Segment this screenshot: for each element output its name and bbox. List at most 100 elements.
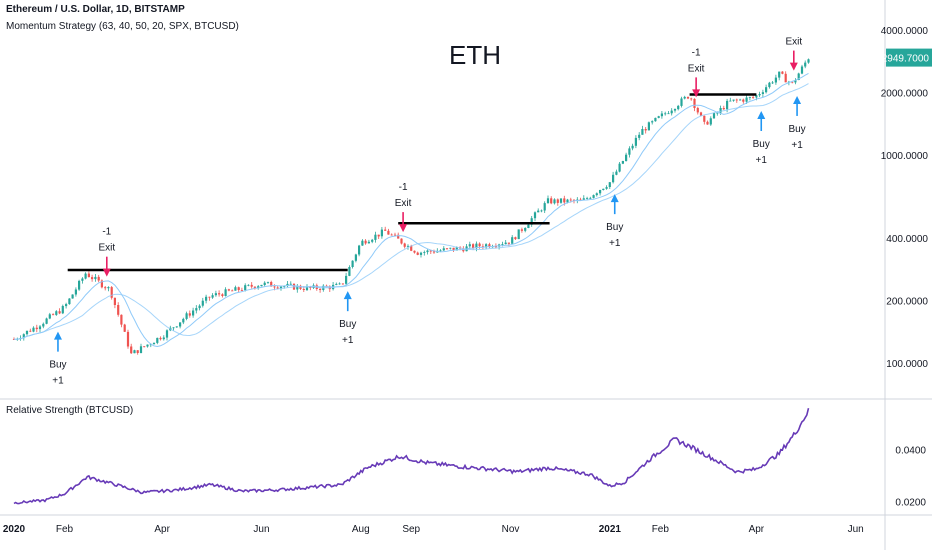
candle-body <box>485 244 488 248</box>
candle-body <box>449 247 452 249</box>
candle-body <box>761 92 764 94</box>
rs-pane[interactable] <box>13 408 810 505</box>
candle-body <box>745 97 748 102</box>
candle-body <box>478 243 481 247</box>
candle-body <box>179 322 182 327</box>
candle-body <box>472 244 475 249</box>
candle-body <box>579 199 582 201</box>
candle-body <box>335 283 338 285</box>
candle-body <box>94 276 97 280</box>
candle-body <box>299 285 302 289</box>
candle-body <box>198 305 201 309</box>
indicator-title[interactable]: Momentum Strategy (63, 40, 50, 20, SPX, … <box>6 21 239 32</box>
candle-body <box>693 98 696 108</box>
price-axis[interactable]: 4000.0000 2000.0000 1000.0000 400.0000 200.0… <box>881 26 929 370</box>
candle-body <box>559 198 563 203</box>
candle-body <box>270 282 273 287</box>
candle-body <box>527 224 530 228</box>
candle-body <box>791 81 794 83</box>
candle-body <box>35 327 38 330</box>
candle-body <box>279 286 283 289</box>
candle-body <box>742 99 745 102</box>
price-pane[interactable]: Buy +1 Exit -1 Buy +1 Exit -1 Buy +1 Exit -1 Buy +1 Ex… <box>12 37 810 387</box>
rs-axis[interactable]: 0.0400 0.0200 <box>895 446 926 509</box>
price-tick-label: 4000.0000 <box>881 26 929 37</box>
candle-body <box>778 71 781 78</box>
time-tick-label: Nov <box>502 524 520 535</box>
candle-body <box>165 330 169 338</box>
candle-body <box>524 228 527 231</box>
candle-body <box>589 197 592 199</box>
candle-body <box>488 244 491 247</box>
time-tick-label: 2020 <box>3 524 26 535</box>
candle-body <box>680 98 683 106</box>
candle-body <box>481 246 484 248</box>
buy-qty-label: +1 <box>791 140 803 151</box>
candle-body <box>455 247 458 251</box>
candle-body <box>139 346 143 353</box>
time-tick-label: Aug <box>352 524 370 535</box>
time-tick-label: Jun <box>253 524 269 535</box>
time-axis[interactable]: 2020 Feb Apr Jun Aug Sep Nov 2021 Feb Apr Jun <box>3 524 864 535</box>
candle-body <box>442 248 445 251</box>
exit-label: Exit <box>785 37 802 48</box>
candle-body <box>110 287 113 298</box>
candle-body <box>468 244 471 247</box>
candle-body <box>566 199 569 203</box>
candle-body <box>276 287 279 289</box>
candle-body <box>214 293 217 296</box>
time-tick-label: 2021 <box>599 524 622 535</box>
watermark-symbol: ETH <box>449 40 501 70</box>
candle-body <box>361 240 364 246</box>
candle-body <box>739 99 742 101</box>
candle-body <box>445 248 449 250</box>
candle-body <box>117 305 120 315</box>
candle-body <box>52 314 55 316</box>
exit-label: Exit <box>395 198 412 209</box>
candle-body <box>644 129 647 131</box>
exit-arrow-head <box>102 268 111 277</box>
candle-body <box>592 195 595 198</box>
candle-body <box>266 282 270 283</box>
candle-body <box>341 283 344 285</box>
candle-body <box>781 71 784 74</box>
exit-label: Exit <box>98 243 115 254</box>
symbol-title[interactable]: Ethereum / U.S. Dollar, 1D, BITSTAMP <box>6 4 185 15</box>
candle-body <box>677 105 680 110</box>
candle-body <box>283 286 286 287</box>
buy-arrow-head <box>793 95 802 104</box>
candle-body <box>429 250 432 252</box>
candle-body <box>439 250 442 252</box>
candle-body <box>625 154 628 161</box>
candle-body <box>374 234 377 240</box>
candle-body <box>709 118 712 125</box>
candle-body <box>113 297 116 305</box>
candle-body <box>605 187 608 189</box>
candle-body <box>240 290 243 291</box>
rs-pane-title[interactable]: Relative Strength (BTCUSD) <box>6 405 134 416</box>
candle-body <box>133 350 136 354</box>
exit-arrow-head <box>399 224 408 233</box>
candle-body <box>732 99 735 101</box>
candle-body <box>696 108 699 113</box>
candle-body <box>657 116 660 118</box>
buy-label: Buy <box>788 124 805 135</box>
last-price-value: 2949.7000 <box>882 54 930 65</box>
candle-body <box>752 97 755 98</box>
candle-body <box>188 313 191 316</box>
candle-body <box>569 199 572 201</box>
candle-body <box>612 174 615 183</box>
candle-body <box>38 326 42 330</box>
candle-body <box>257 286 260 288</box>
candle-body <box>195 308 198 311</box>
candle-body <box>807 59 810 63</box>
candle-body <box>546 198 550 204</box>
candle-body <box>686 96 690 99</box>
candle-body <box>797 73 800 80</box>
candle-body <box>586 198 589 199</box>
candle-body <box>211 295 214 298</box>
candle-body <box>726 100 729 110</box>
rs-series-line <box>13 408 810 505</box>
